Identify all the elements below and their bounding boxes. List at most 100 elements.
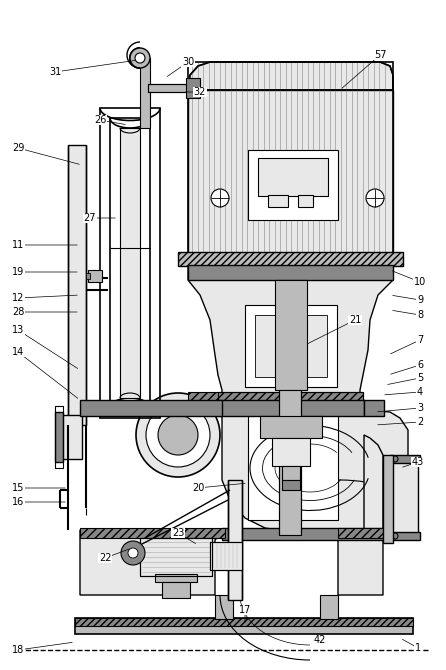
Bar bbox=[186, 78, 200, 98]
Bar bbox=[275, 280, 307, 390]
Text: 15: 15 bbox=[12, 483, 24, 493]
Bar bbox=[279, 390, 301, 535]
Circle shape bbox=[211, 189, 229, 207]
Circle shape bbox=[135, 53, 145, 63]
Circle shape bbox=[136, 393, 220, 477]
Text: 27: 27 bbox=[84, 213, 96, 223]
Bar bbox=[364, 400, 384, 416]
Text: 42: 42 bbox=[314, 635, 326, 645]
Polygon shape bbox=[338, 435, 383, 595]
Bar bbox=[222, 528, 384, 540]
Text: 26: 26 bbox=[94, 115, 106, 125]
Bar bbox=[248, 150, 338, 220]
Bar bbox=[60, 415, 82, 459]
Bar bbox=[260, 416, 322, 438]
Bar bbox=[260, 416, 322, 438]
Polygon shape bbox=[188, 265, 393, 400]
Bar bbox=[88, 270, 102, 282]
Bar bbox=[80, 400, 222, 416]
Bar bbox=[268, 195, 288, 207]
Bar bbox=[218, 400, 364, 416]
Bar bbox=[390, 455, 420, 463]
Bar bbox=[245, 305, 337, 387]
Text: 7: 7 bbox=[417, 335, 423, 345]
Text: 4: 4 bbox=[417, 387, 423, 397]
Bar bbox=[258, 158, 328, 196]
Bar bbox=[68, 145, 86, 425]
Text: 20: 20 bbox=[192, 483, 204, 493]
Text: 23: 23 bbox=[172, 528, 184, 538]
Circle shape bbox=[128, 548, 138, 558]
Bar bbox=[140, 538, 212, 576]
Text: 31: 31 bbox=[49, 67, 61, 77]
Text: 9: 9 bbox=[417, 295, 423, 305]
Bar bbox=[188, 392, 363, 402]
Bar bbox=[390, 532, 420, 540]
Bar bbox=[282, 480, 300, 490]
Text: 14: 14 bbox=[12, 347, 24, 357]
Bar bbox=[80, 528, 225, 538]
Text: 11: 11 bbox=[12, 240, 24, 250]
Text: 28: 28 bbox=[12, 307, 24, 317]
Circle shape bbox=[130, 48, 150, 68]
Bar bbox=[162, 582, 190, 598]
Bar bbox=[140, 58, 150, 128]
Text: 29: 29 bbox=[12, 143, 24, 153]
Bar bbox=[298, 195, 313, 207]
Text: 3: 3 bbox=[417, 403, 423, 413]
Bar bbox=[210, 542, 242, 570]
Text: 17: 17 bbox=[239, 605, 251, 615]
Bar bbox=[210, 542, 242, 570]
Bar bbox=[80, 400, 222, 416]
Bar bbox=[148, 84, 193, 92]
Text: 13: 13 bbox=[12, 325, 24, 335]
Text: 8: 8 bbox=[417, 310, 423, 320]
Bar bbox=[188, 90, 393, 255]
Bar bbox=[218, 400, 364, 416]
Bar bbox=[228, 480, 242, 600]
Polygon shape bbox=[222, 400, 408, 532]
Bar bbox=[338, 528, 384, 538]
Text: 18: 18 bbox=[12, 645, 24, 655]
Text: 10: 10 bbox=[414, 277, 426, 287]
Circle shape bbox=[158, 415, 198, 455]
Bar bbox=[320, 595, 338, 619]
Text: 1: 1 bbox=[415, 643, 421, 653]
Bar bbox=[155, 574, 197, 582]
Text: 32: 32 bbox=[194, 87, 206, 97]
Bar bbox=[383, 462, 418, 534]
Circle shape bbox=[121, 541, 145, 565]
Text: 6: 6 bbox=[417, 360, 423, 370]
Bar bbox=[272, 438, 310, 466]
Bar bbox=[248, 415, 338, 520]
Bar bbox=[55, 412, 63, 462]
Bar bbox=[364, 400, 384, 416]
Bar bbox=[100, 108, 160, 418]
Bar bbox=[188, 62, 393, 255]
Bar bbox=[188, 265, 393, 280]
Text: 30: 30 bbox=[182, 57, 194, 67]
Bar bbox=[110, 118, 150, 408]
Bar bbox=[55, 412, 63, 462]
Text: 16: 16 bbox=[12, 497, 24, 507]
Polygon shape bbox=[188, 62, 393, 90]
Circle shape bbox=[392, 533, 398, 539]
Bar bbox=[55, 406, 63, 468]
Text: 21: 21 bbox=[349, 315, 361, 325]
Bar bbox=[215, 595, 233, 619]
Text: 2: 2 bbox=[417, 417, 423, 427]
Text: 43: 43 bbox=[412, 457, 424, 467]
Bar bbox=[188, 265, 393, 280]
Text: 57: 57 bbox=[374, 50, 386, 60]
Circle shape bbox=[366, 189, 384, 207]
Text: 19: 19 bbox=[12, 267, 24, 277]
Bar bbox=[75, 618, 413, 626]
Bar bbox=[75, 618, 413, 634]
Bar bbox=[178, 252, 403, 266]
Bar bbox=[222, 528, 384, 540]
Bar bbox=[218, 392, 363, 402]
Bar bbox=[282, 466, 300, 480]
Bar bbox=[178, 252, 403, 266]
Circle shape bbox=[146, 403, 210, 467]
Circle shape bbox=[392, 456, 398, 462]
